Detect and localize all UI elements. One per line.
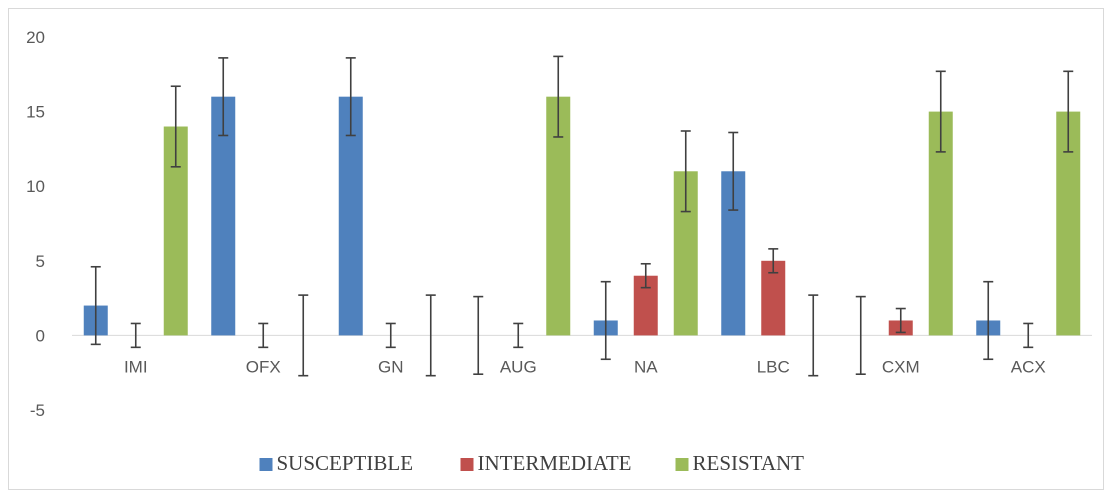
error-bar xyxy=(808,294,819,377)
error-bar xyxy=(170,85,181,168)
error-bar xyxy=(855,295,866,375)
error-bar xyxy=(513,322,524,349)
category-label: ACX xyxy=(1011,357,1046,376)
y-tick-label: 10 xyxy=(26,177,45,196)
y-tick-label: 0 xyxy=(36,326,45,345)
error-bar xyxy=(1063,70,1074,153)
legend-label-intermediate: INTERMEDIATE xyxy=(478,451,632,475)
legend-swatch-resistant xyxy=(675,458,689,471)
category-label: IMI xyxy=(124,357,148,376)
legend-swatch-intermediate xyxy=(460,458,474,471)
error-bar xyxy=(218,57,229,137)
error-bar xyxy=(728,131,739,211)
error-bar xyxy=(553,55,564,138)
error-bar xyxy=(130,322,141,349)
category-label: LBC xyxy=(757,357,790,376)
error-bar xyxy=(298,294,309,377)
error-bar xyxy=(768,248,779,274)
error-bar xyxy=(258,322,269,349)
error-bar xyxy=(600,280,611,361)
legend: SUSCEPTIBLE INTERMEDIATE RESISTANT xyxy=(259,451,805,475)
category-label: AUG xyxy=(500,357,537,376)
bar-susceptible xyxy=(338,96,363,336)
error-bar xyxy=(680,130,691,213)
y-tick-label: 5 xyxy=(36,252,45,271)
error-bar xyxy=(895,307,906,334)
error-bar xyxy=(640,262,651,289)
legend-label-susceptible: SUSCEPTIBLE xyxy=(277,451,414,475)
error-bar xyxy=(983,280,994,361)
error-bar xyxy=(345,57,356,137)
category-label: CXM xyxy=(882,357,920,376)
bar-susceptible xyxy=(211,96,236,336)
error-bar xyxy=(425,294,436,377)
error-bar xyxy=(385,322,396,349)
category-label: NA xyxy=(634,357,658,376)
error-bar xyxy=(1023,322,1034,349)
error-bar xyxy=(90,265,101,346)
error-bar xyxy=(935,70,946,153)
y-tick-label: 15 xyxy=(26,103,45,122)
legend-swatch-susceptible xyxy=(259,458,273,471)
category-label: GN xyxy=(378,357,404,376)
category-label: OFX xyxy=(246,357,281,376)
y-tick-label: 20 xyxy=(26,28,45,47)
y-tick-label: -5 xyxy=(30,401,45,420)
legend-label-resistant: RESISTANT xyxy=(693,451,805,475)
error-bar xyxy=(473,295,484,375)
